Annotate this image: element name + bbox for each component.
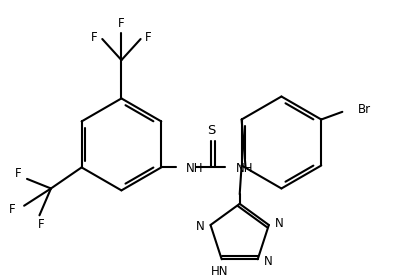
Text: F: F — [15, 167, 22, 180]
Text: NH: NH — [186, 162, 204, 175]
Text: N: N — [275, 217, 284, 230]
Text: NH: NH — [236, 162, 254, 175]
Text: F: F — [91, 31, 98, 44]
Text: F: F — [38, 219, 45, 231]
Text: F: F — [118, 17, 125, 30]
Text: F: F — [145, 31, 152, 44]
Text: S: S — [207, 125, 215, 138]
Text: N: N — [264, 255, 273, 268]
Text: HN: HN — [211, 265, 228, 278]
Text: F: F — [9, 203, 16, 216]
Text: N: N — [196, 220, 204, 234]
Text: Br: Br — [358, 103, 371, 116]
